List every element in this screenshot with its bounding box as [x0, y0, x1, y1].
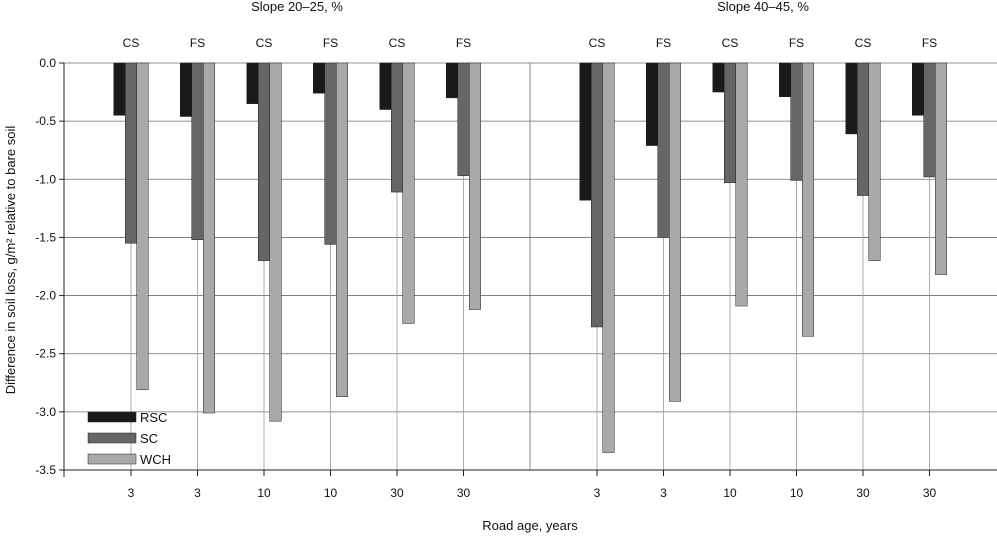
bar-wch — [136, 62, 149, 391]
top-category-label: FS — [190, 36, 205, 50]
bar-wch — [802, 62, 814, 337]
bar-sc — [391, 62, 403, 193]
top-category-label: CS — [855, 36, 872, 50]
x-tick-label: 3 — [128, 486, 135, 500]
bars — [113, 62, 947, 453]
x-tick-label: 10 — [723, 486, 737, 500]
legend-swatch-wch — [87, 453, 137, 465]
legend-swatch-sc — [87, 432, 137, 444]
y-tick-label: -2.0 — [35, 289, 56, 303]
legend: RSC SC WCH — [87, 410, 171, 467]
bar-wch — [602, 62, 615, 453]
bar-sc — [591, 62, 603, 328]
bar-wch — [469, 62, 481, 310]
axes — [59, 62, 997, 477]
bar-sc — [324, 62, 337, 245]
y-tick-label: -0.5 — [35, 114, 56, 128]
top-category-label: FS — [323, 36, 338, 50]
bar-rsc — [379, 62, 392, 110]
labels: 0.0 -0.5 -1.0 -1.5 -2.0 -2.5 -3.0 -3.5 3 CS 3 FS 10 C… — [3, 0, 937, 533]
x-tick-label: 3 — [594, 486, 601, 500]
legend-label-sc: SC — [140, 431, 158, 446]
x-tick-label: 10 — [257, 486, 271, 500]
bar-rsc — [113, 62, 126, 116]
x-tick-label: 10 — [790, 486, 804, 500]
bar-sc — [724, 62, 736, 184]
x-axis-label: Road age, years — [482, 518, 578, 533]
bar-wch — [203, 62, 215, 414]
bar-rsc — [246, 62, 259, 104]
group-title: Slope 40–45, % — [717, 0, 809, 14]
y-tick-label: -3.5 — [35, 463, 56, 477]
y-tick-label: -1.0 — [35, 172, 56, 186]
bar-wch — [669, 62, 681, 402]
bar-sc — [125, 62, 137, 244]
top-category-label: FS — [456, 36, 471, 50]
bar-rsc — [579, 62, 592, 201]
bar-sc — [191, 62, 204, 241]
bar-sc — [457, 62, 470, 177]
y-axis-label: Difference in soil loss, g/m² relative t… — [3, 126, 18, 395]
x-tick-label: 10 — [324, 486, 338, 500]
bar-rsc — [180, 62, 192, 117]
top-category-label: CS — [123, 36, 140, 50]
legend-swatch-rsc — [87, 411, 137, 423]
bar-rsc — [712, 62, 725, 93]
x-tick-label: 3 — [194, 486, 201, 500]
y-tick-label: -2.5 — [35, 347, 56, 361]
x-tick-label: 30 — [856, 486, 870, 500]
bar-sc — [790, 62, 803, 181]
x-tick-label: 30 — [390, 486, 404, 500]
bar-wch — [868, 62, 881, 261]
group-title: Slope 20–25, % — [251, 0, 343, 14]
y-tick-label: 0.0 — [39, 56, 56, 70]
x-tick-label: 3 — [660, 486, 667, 500]
bar-rsc — [912, 62, 924, 116]
x-tick-label: 30 — [457, 486, 471, 500]
bar-wch — [735, 62, 748, 307]
y-tick-label: -1.5 — [35, 230, 56, 244]
bar-wch — [269, 62, 282, 422]
top-category-label: FS — [789, 36, 804, 50]
top-category-label: FS — [922, 36, 937, 50]
top-category-label: FS — [656, 36, 671, 50]
top-category-label: CS — [389, 36, 406, 50]
bar-sc — [923, 62, 936, 178]
x-tick-label: 30 — [923, 486, 937, 500]
bar-wch — [336, 62, 348, 397]
bar-sc — [258, 62, 270, 261]
legend-label-rsc: RSC — [140, 410, 167, 425]
bar-rsc — [779, 62, 791, 97]
y-tick-label: -3.0 — [35, 405, 56, 419]
top-category-label: CS — [722, 36, 739, 50]
bar-rsc — [845, 62, 858, 135]
bar-rsc — [313, 62, 325, 94]
bar-sc — [657, 62, 670, 238]
bar-rsc — [646, 62, 658, 146]
bar-wch — [935, 62, 947, 275]
bar-sc — [857, 62, 869, 196]
legend-label-wch: WCH — [140, 452, 171, 467]
bar-wch — [402, 62, 415, 324]
top-category-label: CS — [256, 36, 273, 50]
top-category-label: CS — [589, 36, 606, 50]
bar-rsc — [446, 62, 458, 99]
